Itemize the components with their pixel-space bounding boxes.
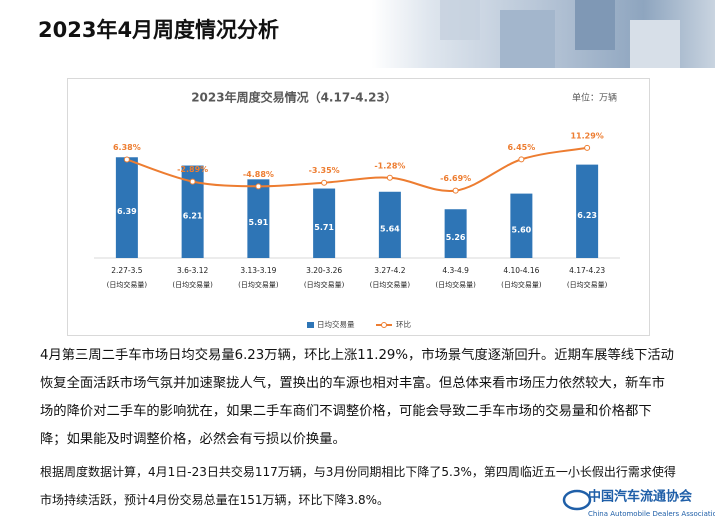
bar (181, 165, 204, 258)
x-tick-note: (日均交易量) (567, 280, 608, 289)
bar-label: 6.23 (577, 211, 597, 220)
chart: 2023年周度交易情况（4.17-4.23） 单位：万辆 2.27-3.5 (日均… (67, 78, 650, 336)
line-point (518, 156, 525, 163)
unit-label: 单位：万辆 (572, 92, 617, 104)
line-point (584, 144, 591, 151)
line-label: 6.45% (507, 143, 535, 152)
line-label: -2.89% (177, 165, 208, 174)
x-tick-note: (日均交易量) (501, 280, 542, 289)
bar (115, 157, 138, 258)
bar-label: 6.39 (117, 207, 137, 216)
line-point (386, 174, 393, 181)
logo-art: 中国汽车流通协会 China Automobile Dealers Associ… (562, 489, 715, 518)
legend-swatch (381, 322, 387, 328)
bar-label: 6.21 (183, 211, 203, 220)
bar-label: 5.71 (314, 223, 334, 232)
bar (510, 193, 533, 258)
line-label: 6.38% (113, 143, 141, 152)
legend-label: 环比 (396, 319, 411, 329)
line-label: 11.29% (570, 131, 603, 140)
x-tick-note: (日均交易量) (172, 280, 213, 289)
bar (378, 191, 401, 258)
line-point (321, 179, 328, 186)
x-tick-label: 3.20-3.26 (306, 266, 342, 275)
bar (313, 188, 336, 258)
line-point (123, 156, 130, 163)
logo: 中国汽车流通协会 China Automobile Dealers Associ… (560, 484, 715, 524)
bar-label: 5.26 (446, 233, 466, 242)
bar-label: 5.91 (249, 218, 269, 227)
x-tick-label: 4.3-4.9 (442, 266, 469, 275)
line (126, 146, 588, 193)
x-tick-note: (日均交易量) (370, 280, 411, 289)
x-tick-note: (日均交易量) (304, 280, 345, 289)
bar (247, 179, 270, 258)
legend-swatch (307, 322, 314, 328)
banner-art (440, 0, 680, 68)
paragraph: 根据周度数据计算，4月1日-23日共交易117万辆，与3月份同期相比下降了5.3… (40, 465, 676, 507)
line-label: -4.88% (243, 170, 274, 179)
line-label: -6.69% (440, 174, 471, 183)
bar (444, 209, 467, 258)
x-tick-label: 2.27-3.5 (111, 266, 143, 275)
line-label: -3.35% (309, 166, 340, 175)
x-tick-label: 3.6-3.12 (177, 266, 209, 275)
bar-label: 5.64 (380, 224, 400, 233)
bar (576, 164, 599, 258)
paragraph: 4月第三周二手车市场日均交易量6.23万辆，环比上涨11.29%，市场景气度逐渐… (40, 348, 674, 447)
x-tick-label: 4.17-4.23 (569, 266, 605, 275)
line-point (452, 187, 459, 194)
line-point (189, 178, 196, 185)
header-banner (0, 0, 715, 68)
x-tick-label: 3.13-3.19 (240, 266, 276, 275)
logo-cn: 中国汽车流通协会 (588, 489, 693, 505)
slide-title: 2023年4月周度情况分析 (38, 18, 280, 42)
line-point (255, 183, 262, 190)
x-tick-note: (日均交易量) (435, 280, 476, 289)
line-label: -1.28% (374, 161, 405, 170)
x-tick-label: 3.27-4.2 (374, 266, 406, 275)
logo-en: China Automobile Dealers Association (588, 510, 715, 518)
x-tick-label: 4.10-4.16 (503, 266, 539, 275)
x-tick-note: (日均交易量) (238, 280, 279, 289)
chart-title: 2023年周度交易情况（4.17-4.23） (191, 90, 397, 105)
bar-label: 5.60 (512, 225, 532, 234)
legend-label: 日均交易量 (317, 319, 355, 329)
x-tick-note: (日均交易量) (107, 280, 148, 289)
